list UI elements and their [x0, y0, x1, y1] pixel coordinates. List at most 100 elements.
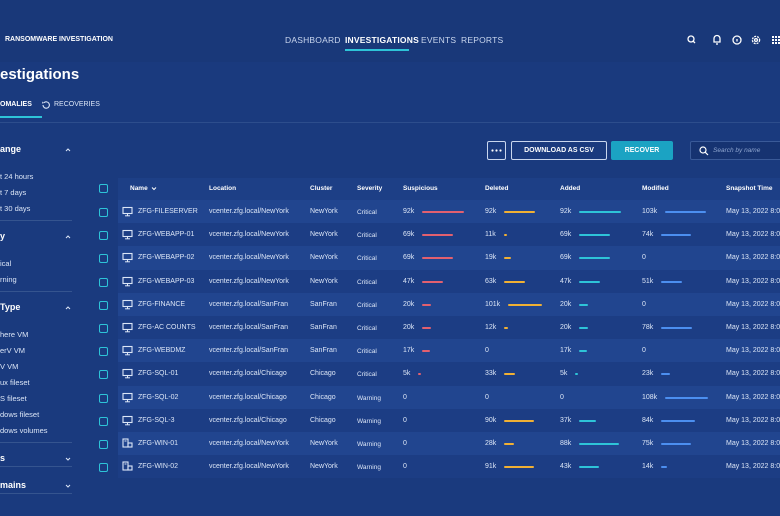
- nav-link-active[interactable]: INVESTIGATIONS: [345, 35, 419, 45]
- table-cell: 103k: [642, 208, 658, 215]
- tab-active[interactable]: OMALIES: [0, 101, 32, 108]
- table-cell: Warning: [357, 441, 381, 448]
- table-row[interactable]: [118, 455, 780, 479]
- table-cell: vcenter.zfg.local/Chicago: [209, 393, 287, 401]
- recover-button[interactable]: RECOVER: [611, 141, 673, 160]
- column-header[interactable]: Name: [130, 185, 148, 192]
- metric-bar: [504, 466, 535, 469]
- settings-icon[interactable]: [751, 35, 761, 45]
- filter-option[interactable]: erV VM: [0, 346, 26, 355]
- table-cell: 12k: [485, 324, 497, 331]
- row-checkbox[interactable]: [99, 370, 108, 380]
- bell-icon[interactable]: [713, 34, 721, 45]
- filter-option[interactable]: ux fileset: [0, 378, 30, 387]
- row-checkbox[interactable]: [99, 231, 108, 241]
- table-row[interactable]: [118, 292, 780, 316]
- table-cell: May 13, 2022 8:0: [726, 370, 780, 378]
- metric-bar: [504, 211, 535, 213]
- row-checkbox[interactable]: [99, 300, 108, 310]
- table-cell: 20k: [403, 324, 415, 331]
- filter-group-title[interactable]: Type: [0, 302, 21, 312]
- filter-option[interactable]: here VM: [0, 330, 29, 339]
- column-header[interactable]: Location: [209, 185, 237, 192]
- table-row[interactable]: [118, 316, 780, 340]
- table-cell: 47k: [403, 277, 415, 285]
- download-button[interactable]: DOWNLOAD AS CSV: [511, 141, 607, 160]
- table-cell: vcenter.zfg.local/Chicago: [209, 370, 287, 378]
- table-cell: ZFG-WEBAPP-03: [138, 277, 195, 285]
- filter-option[interactable]: t 24 hours: [0, 172, 34, 181]
- row-checkbox[interactable]: [99, 208, 108, 217]
- filter-group-title[interactable]: ange: [0, 144, 22, 154]
- table-cell: ZFG-SQL-01: [138, 370, 179, 378]
- table-row[interactable]: [118, 269, 780, 293]
- table-cell: 28k: [485, 440, 497, 447]
- search-box[interactable]: Search by name: [690, 141, 780, 160]
- tab[interactable]: RECOVERIES: [54, 101, 100, 108]
- table-cell: May 13, 2022 8:0: [726, 208, 780, 215]
- table-row[interactable]: [118, 408, 780, 432]
- row-checkbox[interactable]: [99, 440, 108, 449]
- vm-icon: [122, 253, 133, 263]
- column-header[interactable]: Added: [560, 185, 581, 192]
- table-cell: 92k: [485, 208, 497, 215]
- metric-bar: [422, 350, 430, 353]
- metric-bar: [503, 234, 508, 237]
- filter-option[interactable]: dows fileset: [0, 410, 40, 419]
- table-cell: ZFG-WIN-01: [138, 440, 179, 447]
- app-title: RANSOMWARE INVESTIGATION: [5, 36, 113, 43]
- filter-option[interactable]: dows volumes: [0, 426, 48, 435]
- table-cell: 0: [403, 463, 407, 471]
- column-header[interactable]: Severity: [357, 185, 383, 192]
- metric-bar: [665, 211, 707, 213]
- top-bar: [0, 0, 780, 62]
- table-cell: NewYork: [310, 254, 338, 262]
- filter-option[interactable]: S fileset: [0, 394, 27, 403]
- table-cell: 69k: [403, 231, 415, 239]
- row-checkbox[interactable]: [99, 254, 108, 264]
- row-checkbox[interactable]: [99, 416, 108, 426]
- filter-option[interactable]: t 30 days: [0, 204, 31, 213]
- table-cell: vcenter.zfg.local/SanFran: [209, 300, 288, 308]
- row-checkbox[interactable]: [99, 463, 108, 473]
- nav-link[interactable]: DASHBOARD: [285, 35, 341, 45]
- nav-link[interactable]: REPORTS: [461, 35, 504, 45]
- table-cell: 84k: [642, 416, 654, 424]
- table-cell: 75k: [642, 440, 654, 447]
- table-row[interactable]: [118, 385, 780, 409]
- select-all-checkbox[interactable]: [99, 184, 108, 193]
- table-cell: vcenter.zfg.local/NewYork: [209, 231, 289, 239]
- help-icon[interactable]: [732, 35, 742, 45]
- column-header[interactable]: Deleted: [485, 185, 509, 192]
- column-header[interactable]: Cluster: [310, 185, 333, 192]
- metric-bar: [579, 280, 601, 283]
- filter-option[interactable]: ical: [0, 259, 12, 268]
- metric-bar: [422, 257, 454, 260]
- table-cell: 90k: [485, 416, 497, 424]
- apps-icon[interactable]: [772, 36, 780, 44]
- more-button[interactable]: [487, 141, 506, 160]
- filter-option[interactable]: V VM: [0, 362, 19, 371]
- row-checkbox[interactable]: [99, 324, 108, 333]
- search-icon[interactable]: [687, 35, 696, 44]
- column-header[interactable]: Snapshot Time: [726, 185, 773, 192]
- row-checkbox[interactable]: [99, 347, 108, 357]
- filter-option[interactable]: t 7 days: [0, 188, 27, 197]
- filter-group-title[interactable]: mains: [0, 480, 27, 490]
- column-header[interactable]: Modified: [642, 185, 669, 192]
- filter-option[interactable]: rning: [0, 275, 17, 284]
- column-header[interactable]: Suspicious: [403, 185, 438, 192]
- row-checkbox[interactable]: [99, 393, 108, 403]
- table-row[interactable]: [118, 432, 780, 456]
- table-cell: Chicago: [310, 393, 336, 401]
- table-cell: SanFran: [310, 347, 337, 355]
- search-placeholder: Search by name: [713, 147, 761, 154]
- row-checkbox[interactable]: [99, 277, 108, 287]
- table-row[interactable]: [118, 339, 780, 363]
- nav-link[interactable]: EVENTS: [421, 35, 457, 45]
- filter-group-title[interactable]: y: [0, 231, 6, 241]
- metric-bar: [579, 466, 599, 469]
- filter-group-title[interactable]: s: [0, 453, 6, 463]
- table-row[interactable]: [118, 362, 780, 386]
- metric-bar: [575, 373, 578, 376]
